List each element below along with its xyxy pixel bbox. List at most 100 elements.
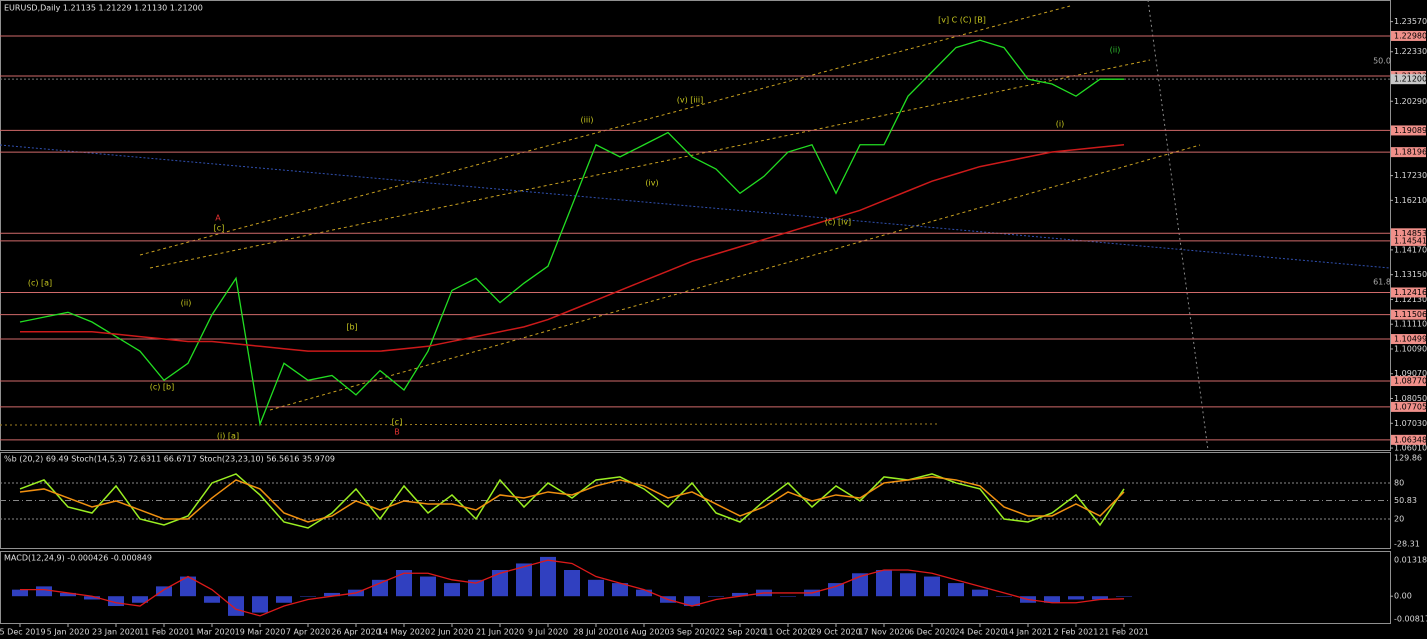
macd-limit-label: 0.013189	[1394, 556, 1427, 565]
chart-title: EURUSD,Daily 1.21135 1.21229 1.21130 1.2…	[4, 4, 203, 13]
frames	[0, 0, 1391, 624]
macd-bar	[564, 569, 580, 597]
macd-bar	[84, 596, 100, 600]
stoch-tick-label: 50.83	[1394, 496, 1417, 505]
wave-label: A	[215, 214, 221, 223]
y-tick-label: 1.10090	[1394, 344, 1427, 353]
last-price-box	[1391, 74, 1426, 85]
level-box	[1391, 125, 1426, 136]
macd-bar	[396, 569, 412, 597]
x-tick-label: 5 Jan 2020	[47, 628, 90, 637]
wave-label: [c]	[214, 224, 225, 233]
stoch-line	[19, 476, 1125, 523]
last-price-label: 1.21200	[1394, 75, 1427, 84]
level-label: 1.18196	[1394, 148, 1427, 157]
wave-label: [b]	[346, 323, 357, 332]
wave-label: (iii)	[581, 116, 594, 125]
y-tick-label: 1.16210	[1394, 196, 1427, 205]
x-tick-label: 14 Jan 2021	[1004, 628, 1052, 637]
level-label: 1.08770	[1394, 377, 1427, 386]
stoch-tick-label: 20	[1394, 514, 1404, 523]
y-tick-label: 1.22330	[1394, 47, 1427, 56]
level-label: 1.07705	[1394, 402, 1427, 411]
macd-bar	[1068, 596, 1084, 600]
level-box	[1391, 235, 1426, 246]
x-tick-label: 2 Feb 2021	[1054, 628, 1099, 637]
level-box	[1391, 30, 1426, 41]
macd-bar	[420, 576, 436, 597]
wave-label: B	[394, 428, 400, 437]
x-tick-label: 7 Apr 2020	[286, 628, 330, 637]
macd-bar	[900, 573, 916, 597]
level-box	[1391, 376, 1426, 387]
macd-bar	[372, 579, 388, 597]
macd-bar	[132, 596, 148, 603]
wave-label: 50.0	[1373, 57, 1391, 66]
x-tick-label: 21 Jun 2020	[476, 628, 524, 637]
x-tick-label: 22 Sep 2020	[715, 628, 766, 637]
level-label: 1.11506	[1394, 310, 1427, 319]
x-tick-label: 29 Oct 2020	[811, 628, 860, 637]
macd-bar	[108, 596, 124, 607]
level-label: 1.12416	[1394, 288, 1427, 297]
x-tick-label: 2 Jun 2020	[430, 628, 473, 637]
y-tick-label: 1.13150	[1394, 270, 1427, 279]
x-tick-label: 9 Jul 2020	[528, 628, 568, 637]
wave-label: [c]	[392, 418, 403, 427]
macd-bar	[708, 596, 724, 597]
x-tick-label: 19 Mar 2020	[235, 628, 286, 637]
macd-bar	[852, 573, 868, 597]
macd-bar	[732, 592, 748, 597]
level-box	[1391, 147, 1426, 158]
level-label: 1.14541	[1394, 236, 1427, 245]
price-line	[19, 39, 1124, 427]
macd-bar	[540, 556, 556, 597]
macd-bar	[252, 596, 268, 613]
macd-tick-label: 0.00	[1394, 592, 1412, 601]
macd-limit-label: -0.008179	[1394, 615, 1427, 624]
macd-bar	[684, 596, 700, 607]
x-tick-label: 23 Jan 2020	[92, 628, 140, 637]
y-tick-label: 1.20290	[1394, 97, 1427, 106]
x-tick-label: 14 May 2020	[378, 628, 430, 637]
macd-bar	[204, 596, 220, 603]
macd-bar	[612, 583, 628, 597]
x-tick-label: 28 Jul 2020	[573, 628, 618, 637]
macd-bar	[12, 589, 28, 597]
y-tick-label: 1.23570	[1394, 17, 1427, 26]
level-label: 1.06348	[1394, 435, 1427, 444]
macd-bar	[516, 563, 532, 597]
macd-bar	[300, 596, 316, 597]
macd-bar	[1116, 596, 1132, 597]
macd-bar	[972, 589, 988, 597]
wave-label: (iv)	[645, 179, 658, 188]
macd-bar	[324, 592, 340, 597]
x-tick-label: 11 Oct 2020	[763, 628, 812, 637]
level-box	[1391, 287, 1426, 298]
x-tick-label: 16 Aug 2020	[618, 628, 669, 637]
x-tick-label: 6 Dec 2020	[909, 628, 955, 637]
y-tick-label: 1.06010	[1394, 444, 1427, 453]
x-tick-label: 11 Feb 2020	[139, 628, 189, 637]
macd-bar	[780, 596, 796, 597]
macd-bar	[996, 596, 1012, 597]
macd-bar	[924, 576, 940, 597]
wave-label: (c) [iv]	[825, 218, 851, 227]
level-box	[1391, 228, 1426, 239]
macd-bar	[1092, 596, 1108, 600]
y-tick-label: 1.17230	[1394, 171, 1427, 180]
y-tick-label: 1.07030	[1394, 419, 1427, 428]
level-box	[1391, 309, 1426, 320]
macd-signal	[20, 559, 1125, 617]
level-label: 1.10499	[1394, 335, 1427, 344]
level-label: 1.22980	[1394, 31, 1427, 40]
macd-bar	[444, 583, 460, 597]
level-box	[1391, 401, 1426, 412]
x-tick-label: 21 Feb 2021	[1099, 628, 1149, 637]
x-tick-label: 24 Dec 2020	[954, 628, 1005, 637]
macd-bar	[636, 589, 652, 597]
level-label: 1.19089	[1394, 126, 1427, 135]
price-line	[20, 143, 1125, 352]
macd-bar	[948, 583, 964, 597]
